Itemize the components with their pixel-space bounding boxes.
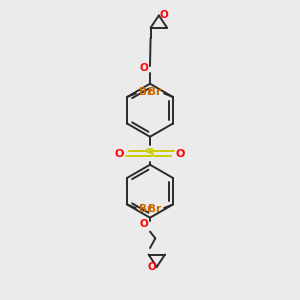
Text: Br: Br [148, 205, 161, 214]
Text: Br: Br [139, 87, 152, 97]
Text: O: O [139, 63, 148, 73]
Text: O: O [176, 148, 185, 158]
Text: S: S [145, 147, 155, 160]
Text: O: O [147, 262, 156, 272]
Text: O: O [139, 219, 148, 229]
Text: Br: Br [139, 205, 152, 214]
Text: O: O [115, 148, 124, 158]
Text: Br: Br [148, 87, 161, 97]
Text: O: O [160, 11, 169, 20]
